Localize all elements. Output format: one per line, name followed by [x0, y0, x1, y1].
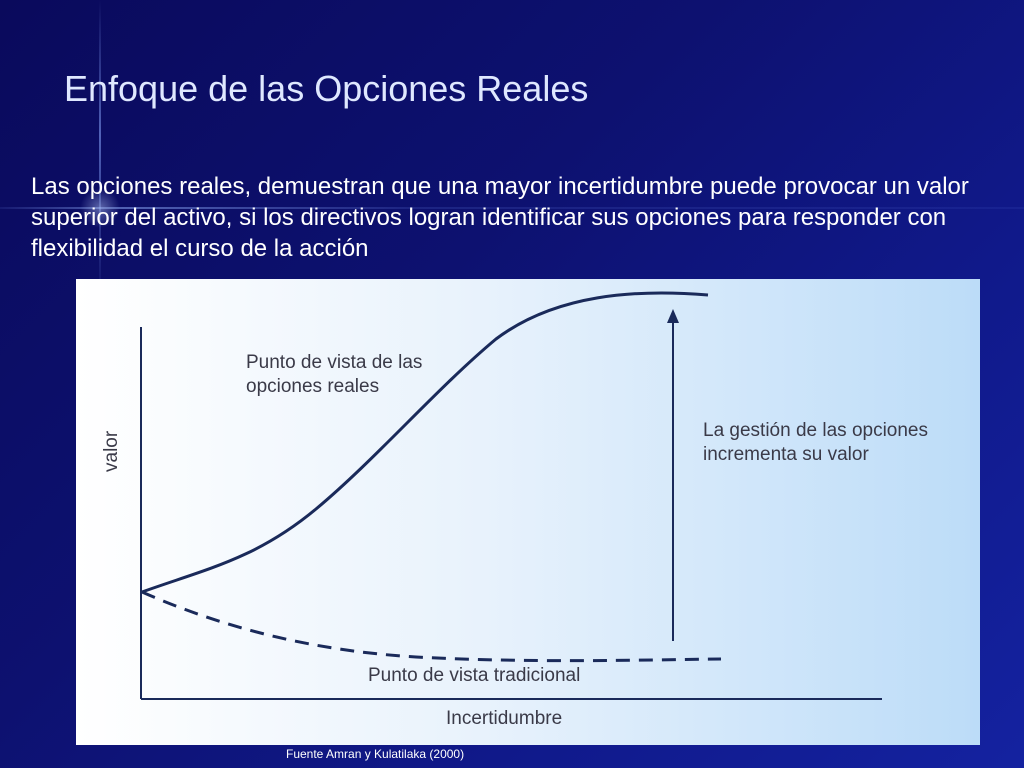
real-options-curve — [141, 291, 709, 594]
y-axis-label: valor — [101, 430, 122, 472]
real-options-diagram: Punto de vista de las opciones reales La… — [76, 279, 980, 745]
traditional-label: Punto de vista tradicional — [368, 665, 580, 686]
slide-title: Enfoque de las Opciones Reales — [64, 68, 589, 109]
source-citation: Fuente Amran y Kulatilaka (2000) — [286, 747, 465, 761]
management-label-line1: La gestión de las opciones — [703, 420, 928, 441]
real-options-label-line2: opciones reales — [246, 376, 379, 397]
decorative-horizontal-streak — [0, 207, 1024, 209]
management-label-line2: incrementa su valor — [703, 444, 869, 465]
slide-body-text: Las opciones reales, demuestran que una … — [31, 173, 969, 262]
diagram-svg: Punto de vista de las opciones reales La… — [101, 291, 928, 729]
decorative-star-glow — [80, 188, 120, 228]
x-axis-label: Incertidumbre — [446, 708, 562, 729]
arrow-head-icon — [667, 309, 679, 323]
traditional-curve — [141, 590, 722, 663]
decorative-vertical-streak — [99, 0, 101, 300]
real-options-label-line1: Punto de vista de las — [246, 352, 422, 373]
